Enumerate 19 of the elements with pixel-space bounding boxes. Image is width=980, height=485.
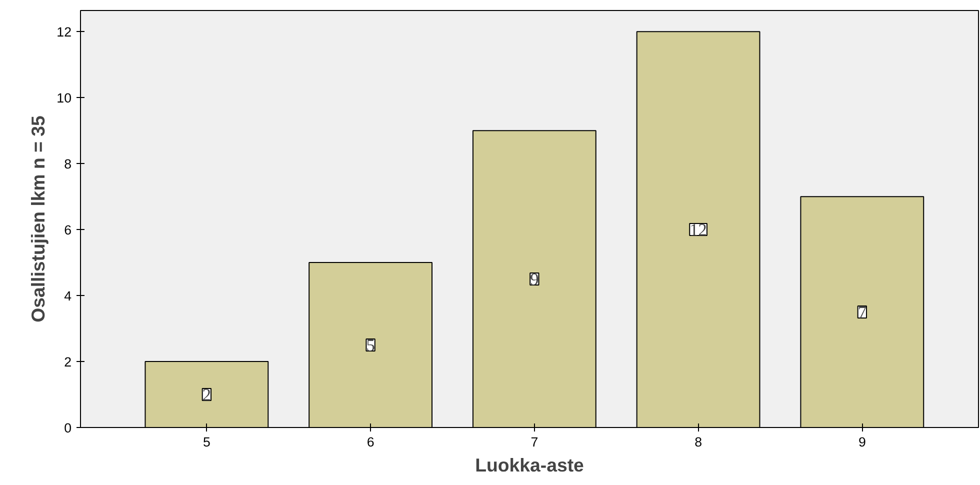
y-tick-label: 8 [64, 156, 72, 172]
data-label: 2 [202, 386, 212, 405]
x-tick-label: 9 [858, 434, 866, 450]
data-label: 12 [690, 220, 707, 240]
y-tick-label: 10 [56, 90, 72, 106]
y-tick-label: 4 [64, 288, 72, 304]
y-tick-label: 12 [56, 24, 72, 40]
x-tick-label: 8 [694, 434, 702, 450]
y-axis-title: Osallistujien lkm n = 35 [28, 116, 49, 322]
x-tick-label: 6 [366, 434, 374, 450]
data-label: 9 [530, 270, 539, 290]
x-axis-title: Luokka-aste [475, 454, 584, 476]
y-tick-label: 2 [64, 354, 72, 370]
y-tick-label: 6 [64, 222, 72, 238]
data-label: 5 [366, 336, 375, 356]
data-label: 7 [858, 303, 867, 322]
x-tick-label: 7 [530, 434, 538, 450]
y-tick-label: 0 [64, 420, 72, 436]
x-tick-label: 5 [202, 434, 210, 450]
